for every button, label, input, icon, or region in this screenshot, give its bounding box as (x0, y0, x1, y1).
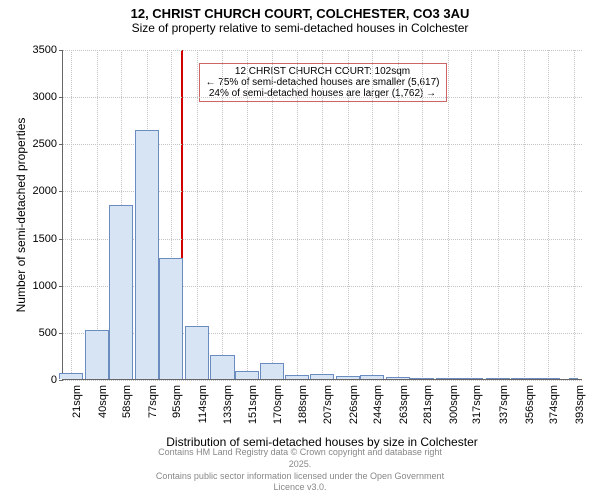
histogram-bar (436, 378, 460, 379)
histogram-bar (285, 375, 309, 379)
x-tick-label: 188sqm (297, 379, 309, 424)
grid-line-v (297, 50, 298, 379)
grid-line-v (372, 50, 373, 379)
attribution-line-2: Contains public sector information licen… (150, 471, 450, 494)
y-tick-label: 2500 (33, 138, 63, 150)
histogram-bar (336, 376, 360, 379)
x-tick-label: 114sqm (197, 379, 209, 423)
x-tick-label: 21sqm (71, 379, 83, 418)
grid-line-v (574, 50, 575, 379)
histogram-bar (235, 371, 259, 379)
histogram-bar (135, 130, 159, 379)
histogram-chart: 12, CHRIST CHURCH COURT, COLCHESTER, CO3… (0, 0, 600, 500)
histogram-bar (85, 330, 109, 379)
x-tick-label: 244sqm (372, 379, 384, 424)
chart-subtitle: Size of property relative to semi-detach… (0, 21, 600, 35)
x-tick-label: 263sqm (398, 379, 410, 424)
y-axis-label: Number of semi-detached properties (14, 50, 28, 380)
histogram-bar (410, 378, 434, 379)
histogram-bar (569, 378, 578, 379)
y-tick-label: 3000 (33, 91, 63, 103)
x-tick-label: 170sqm (272, 379, 284, 424)
histogram-bar (260, 363, 284, 380)
histogram-bar (386, 377, 410, 379)
x-tick-label: 356sqm (524, 379, 536, 424)
attribution-text: Contains HM Land Registry data © Crown c… (150, 447, 450, 494)
grid-line-v (348, 50, 349, 379)
attribution-line-1: Contains HM Land Registry data © Crown c… (150, 447, 450, 470)
x-tick-label: 133sqm (222, 379, 234, 424)
grid-line-v (498, 50, 499, 379)
x-tick-label: 207sqm (322, 379, 334, 424)
grid-line-v (398, 50, 399, 379)
histogram-bar (159, 258, 183, 379)
y-tick-label: 1000 (33, 280, 63, 292)
x-tick-label: 393sqm (574, 379, 586, 424)
grid-line-v (548, 50, 549, 379)
grid-line-v (322, 50, 323, 379)
grid-line-v (524, 50, 525, 379)
x-tick-label: 281sqm (422, 379, 434, 424)
x-tick-label: 300sqm (448, 379, 460, 424)
y-tick-label: 3500 (33, 44, 63, 56)
histogram-bar (536, 378, 560, 379)
x-tick-label: 40sqm (97, 379, 109, 418)
y-tick-label: 500 (39, 327, 63, 339)
histogram-bar (360, 375, 384, 379)
chart-title: 12, CHRIST CHURCH COURT, COLCHESTER, CO3… (0, 0, 600, 21)
histogram-bar (310, 374, 334, 379)
grid-line-v (71, 50, 72, 379)
y-tick-label: 1500 (33, 233, 63, 245)
histogram-bar (109, 205, 133, 379)
histogram-bar (486, 378, 510, 379)
histogram-bar (459, 378, 483, 379)
grid-line-v (222, 50, 223, 379)
grid-line-v (272, 50, 273, 379)
plot-area: 12 CHRIST CHURCH COURT: 102sqm ← 75% of … (62, 50, 582, 380)
x-tick-label: 226sqm (348, 379, 360, 424)
x-tick-label: 374sqm (548, 379, 560, 424)
histogram-bar (59, 373, 83, 379)
grid-line-v (448, 50, 449, 379)
y-tick-label: 2000 (33, 185, 63, 197)
histogram-bar (511, 378, 535, 379)
grid-line-v (471, 50, 472, 379)
x-tick-label: 95sqm (171, 379, 183, 418)
histogram-bar (210, 355, 234, 380)
x-tick-label: 151sqm (247, 379, 259, 424)
x-tick-label: 77sqm (147, 379, 159, 418)
grid-line-v (422, 50, 423, 379)
x-tick-label: 317sqm (471, 379, 483, 424)
grid-line-v (247, 50, 248, 379)
histogram-bar (185, 326, 209, 379)
x-tick-label: 337sqm (498, 379, 510, 424)
x-tick-label: 58sqm (121, 379, 133, 418)
